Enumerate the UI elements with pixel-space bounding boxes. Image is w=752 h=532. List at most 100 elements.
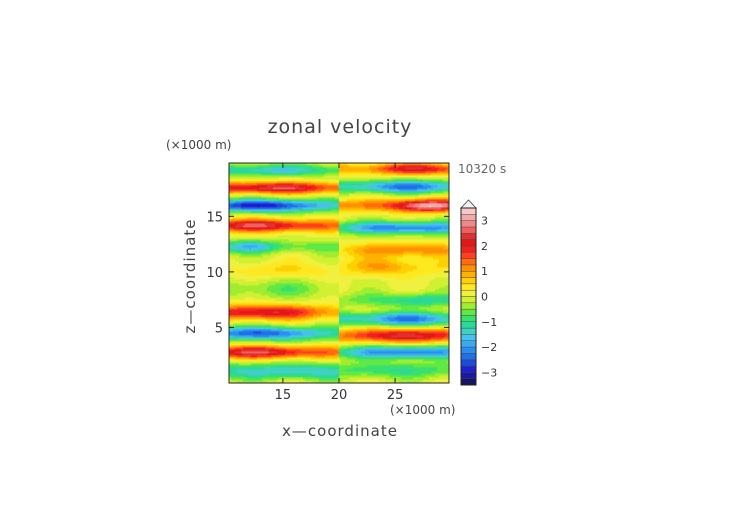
heatmap-cell — [251, 221, 254, 224]
heatmap-cell — [253, 251, 256, 254]
heatmap-cell — [249, 305, 252, 308]
heatmap-cell — [231, 253, 234, 256]
heatmap-cell — [231, 379, 234, 382]
heatmap-cell — [239, 325, 242, 328]
heatmap-cell — [259, 289, 262, 292]
heatmap-cell — [237, 177, 240, 180]
heatmap-cell — [239, 183, 242, 186]
heatmap-cell — [233, 209, 236, 212]
heatmap-cell — [269, 225, 272, 228]
heatmap-cell — [229, 311, 232, 314]
heatmap-cell — [255, 287, 258, 290]
heatmap-cell — [263, 303, 266, 306]
heatmap-cell — [245, 317, 248, 320]
heatmap-cell — [251, 357, 254, 360]
heatmap-cell — [263, 309, 266, 312]
heatmap-cell — [263, 175, 266, 178]
heatmap-cell — [253, 243, 256, 246]
heatmap-cell — [239, 191, 242, 194]
heatmap-cell — [261, 213, 264, 216]
heatmap-cell — [273, 247, 276, 250]
heatmap-cell — [231, 179, 234, 182]
heatmap-cell — [267, 223, 270, 226]
heatmap-cell — [265, 367, 268, 370]
heatmap-cell — [245, 183, 248, 186]
heatmap-cell — [233, 271, 236, 274]
heatmap-cell — [231, 279, 234, 282]
heatmap-cell — [271, 259, 274, 262]
heatmap-cell — [229, 301, 232, 304]
heatmap-cell — [279, 367, 282, 370]
heatmap-cell — [277, 279, 280, 282]
heatmap-cell — [267, 337, 270, 340]
heatmap-cell — [255, 359, 258, 362]
heatmap-cell — [235, 243, 238, 246]
heatmap-cell — [239, 283, 242, 286]
heatmap-cell — [235, 261, 238, 264]
heatmap-cell — [229, 333, 232, 336]
heatmap-cell — [267, 279, 270, 282]
heatmap-cell — [229, 163, 232, 166]
heatmap-cell — [253, 177, 256, 180]
heatmap-cell — [261, 373, 264, 376]
heatmap-cell — [251, 321, 254, 324]
heatmap-cell — [249, 333, 252, 336]
heatmap-cell — [239, 317, 242, 320]
heatmap-cell — [279, 325, 282, 328]
heatmap-cell — [277, 245, 280, 248]
heatmap-cell — [253, 217, 256, 220]
heatmap-cell — [263, 243, 266, 246]
heatmap-cell — [245, 293, 248, 296]
heatmap-cell — [273, 339, 276, 342]
heatmap-cell — [229, 237, 232, 240]
heatmap-cell — [263, 247, 266, 250]
heatmap-cell — [271, 167, 274, 170]
heatmap-cell — [277, 213, 280, 216]
heatmap-cell — [233, 335, 236, 338]
heatmap-cell — [259, 163, 262, 166]
heatmap-cell — [271, 317, 274, 320]
heatmap-cell — [237, 331, 240, 334]
heatmap-cell — [273, 321, 276, 324]
heatmap-cell — [275, 267, 278, 270]
heatmap-cell — [255, 269, 258, 272]
heatmap-cell — [235, 255, 238, 258]
heatmap-cell — [259, 329, 262, 332]
heatmap-cell — [251, 179, 254, 182]
heatmap-cell — [273, 289, 276, 292]
heatmap-cell — [267, 179, 270, 182]
heatmap-cell — [269, 207, 272, 210]
heatmap-cell — [243, 265, 246, 268]
heatmap-cell — [255, 277, 258, 280]
heatmap-cell — [255, 201, 258, 204]
heatmap-cell — [263, 261, 266, 264]
heatmap-cell — [277, 295, 280, 298]
heatmap-cell — [249, 229, 252, 232]
heatmap-cell — [261, 377, 264, 380]
heatmap-cell — [229, 225, 232, 228]
heatmap-cell — [257, 279, 260, 282]
heatmap-cell — [259, 301, 262, 304]
heatmap-cell — [277, 309, 280, 312]
heatmap-cell — [247, 255, 250, 258]
heatmap-cell — [269, 339, 272, 342]
heatmap-cell — [251, 215, 254, 218]
heatmap-cell — [245, 195, 248, 198]
heatmap-cell — [275, 333, 278, 336]
heatmap-cell — [249, 177, 252, 180]
heatmap-cell — [279, 327, 282, 330]
heatmap-cell — [237, 355, 240, 358]
heatmap-cell — [245, 197, 248, 200]
heatmap-cell — [243, 221, 246, 224]
heatmap-cell — [257, 287, 260, 290]
heatmap-cell — [261, 221, 264, 224]
heatmap-cell — [255, 203, 258, 206]
heatmap-cell — [243, 347, 246, 350]
heatmap-cell — [239, 173, 242, 176]
heatmap-cell — [263, 191, 266, 194]
heatmap-cell — [261, 327, 264, 330]
heatmap-cell — [257, 203, 260, 206]
heatmap-cell — [241, 249, 244, 252]
heatmap-cell — [237, 345, 240, 348]
heatmap-cell — [241, 229, 244, 232]
